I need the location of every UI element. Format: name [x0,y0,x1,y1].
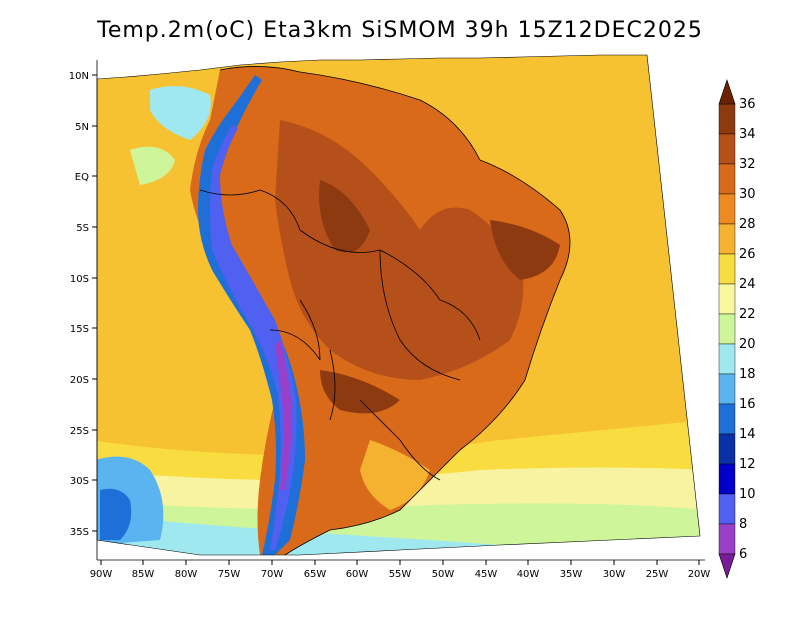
lon-label: 35W [560,569,583,580]
lon-label: 80W [175,569,198,580]
colorbar-label: 34 [739,127,756,142]
temperature-field [97,55,700,555]
colorbar-swatch [718,193,736,225]
colorbar-swatch [718,343,736,375]
colorbar-swatch [718,523,736,555]
colorbar-label: 12 [739,457,756,472]
colorbar-swatch [718,133,736,165]
colorbar-label: 20 [739,337,756,352]
colorbar-top-arrow [718,79,736,105]
country-borders [199,66,571,555]
colorbar-label: 14 [739,427,756,442]
latitude-axis: 10N 5N EQ 5S 10S 15S 20S 25S 30S 35S [69,71,97,538]
colorbar-swatch [718,163,736,195]
colorbar-label: 22 [739,307,756,322]
lat-label: 5S [76,223,89,234]
lon-label: 40W [517,569,540,580]
lat-label: EQ [75,172,89,183]
map-title: Temp.2m(oC) Eta3km SiSMOM 39h 15Z12DEC20… [97,18,703,43]
colorbar: 36 34 32 30 28 26 24 22 20 18 16 14 12 10 8 6 [718,79,756,579]
lon-label: 20W [688,569,711,580]
colorbar-swatch [718,223,736,255]
colorbar-label: 28 [739,217,756,232]
uruguay-28 [360,440,430,510]
colorbar-swatch [718,493,736,525]
colorbar-label: 6 [739,547,747,562]
lon-label: 65W [304,569,327,580]
colorbar-swatches [718,103,736,555]
band-18 [97,515,700,555]
lat-label: 10S [70,274,89,285]
lat-label: 30S [70,476,89,487]
colorbar-label: 32 [739,157,756,172]
lat-label: 15S [70,324,89,335]
colorbar-swatch [718,463,736,495]
colorbar-swatch [718,283,736,315]
lon-label: 25W [646,569,669,580]
continent-32 [275,120,524,380]
colorbar-label: 10 [739,487,756,502]
domain-outline [96,54,701,556]
continent-34-c [320,370,400,414]
colorbar-label: 8 [739,517,747,532]
colorbar-label: 36 [739,97,756,112]
colorbar-swatch [718,103,736,135]
colorbar-swatch [718,433,736,465]
north-cool-spot [150,86,211,140]
colorbar-swatch [718,313,736,345]
colorbar-swatch [718,253,736,285]
lat-label: 25S [70,426,89,437]
colorbar-label: 26 [739,247,756,262]
pacific-colder [100,488,132,540]
north-green-spot [130,146,175,185]
lon-label: 75W [218,569,241,580]
lon-label: 30W [603,569,626,580]
lon-label: 55W [389,569,412,580]
lat-label: 10N [69,71,89,82]
lon-label: 90W [90,569,113,580]
colorbar-label: 24 [739,277,756,292]
continent-34-b [490,220,560,280]
longitude-axis: 90W 85W 80W 75W 70W 65W 60W 55W 50W 45W … [90,560,711,580]
andes-coldest-strip [275,340,292,490]
andes-colder-strip [210,125,297,550]
lat-label: 20S [70,375,89,386]
lon-label: 50W [432,569,455,580]
lon-label: 70W [261,569,284,580]
colorbar-swatch [718,403,736,435]
colorbar-label: 18 [739,367,756,382]
colorbar-label: 16 [739,397,756,412]
lon-label: 45W [475,569,498,580]
colorbar-bottom-arrow [718,553,736,579]
continent-34-a [319,180,370,253]
colorbar-swatch [718,373,736,405]
colorbar-label: 30 [739,187,756,202]
lon-label: 85W [132,569,155,580]
lat-label: 5N [75,122,89,133]
lat-label: 35S [70,527,89,538]
lon-label: 60W [346,569,369,580]
